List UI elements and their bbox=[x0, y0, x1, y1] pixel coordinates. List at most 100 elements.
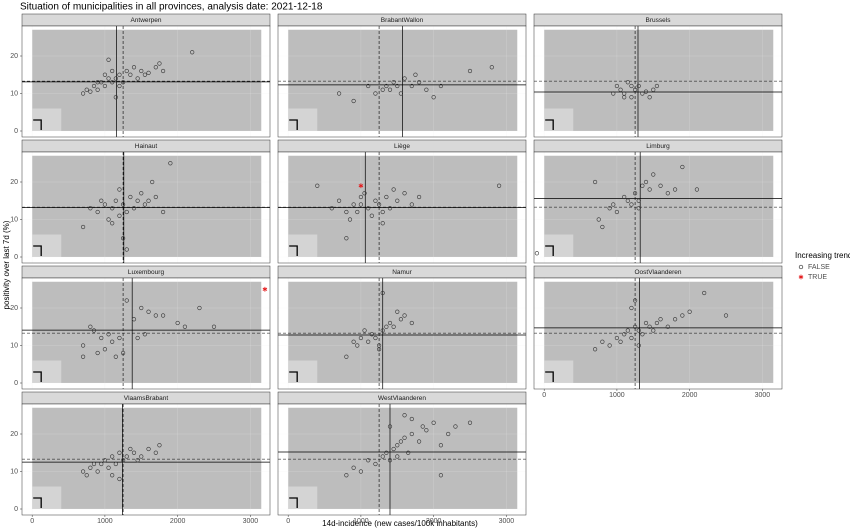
point bbox=[102, 202, 108, 207]
point bbox=[622, 95, 627, 100]
point bbox=[607, 343, 612, 348]
point bbox=[640, 332, 645, 337]
point bbox=[358, 469, 364, 474]
point bbox=[329, 206, 334, 211]
point bbox=[640, 183, 645, 188]
chart-title: Situation of municipalities in all provi… bbox=[20, 2, 323, 13]
panel: VlaamsBrabant 0 10 20 0 1000 2000 3000 bbox=[10, 391, 271, 525]
point bbox=[380, 87, 385, 92]
point bbox=[420, 424, 425, 429]
shaded-region bbox=[544, 234, 574, 257]
origin-marker bbox=[545, 119, 554, 130]
point bbox=[160, 209, 166, 215]
shaded-region bbox=[544, 281, 774, 383]
point bbox=[632, 191, 638, 196]
panel-border bbox=[533, 277, 783, 390]
point bbox=[362, 191, 367, 196]
panel-border bbox=[21, 277, 271, 390]
point bbox=[211, 324, 217, 329]
point bbox=[355, 343, 360, 348]
point bbox=[80, 91, 86, 96]
point bbox=[344, 354, 349, 359]
panel-border bbox=[533, 25, 783, 138]
x-tick-label: 0 bbox=[286, 518, 290, 525]
point bbox=[438, 443, 444, 448]
point bbox=[640, 91, 645, 96]
point bbox=[124, 454, 129, 459]
point bbox=[197, 305, 202, 311]
point bbox=[592, 179, 598, 185]
panel: Namur bbox=[277, 265, 527, 390]
point bbox=[84, 473, 89, 478]
point bbox=[160, 313, 166, 318]
point bbox=[262, 286, 268, 292]
point bbox=[157, 61, 162, 66]
point bbox=[336, 91, 342, 96]
point bbox=[106, 57, 111, 62]
point bbox=[636, 198, 641, 203]
point bbox=[391, 80, 396, 85]
point bbox=[80, 354, 86, 359]
point bbox=[106, 217, 111, 222]
shaded-region bbox=[32, 486, 62, 509]
point bbox=[431, 420, 436, 425]
point bbox=[625, 198, 630, 203]
point bbox=[88, 89, 93, 94]
shaded-region bbox=[288, 281, 518, 383]
point bbox=[351, 339, 356, 344]
point bbox=[99, 335, 104, 341]
point bbox=[534, 251, 540, 256]
point bbox=[651, 87, 656, 92]
point bbox=[347, 217, 353, 222]
point bbox=[110, 454, 115, 459]
point bbox=[376, 202, 382, 207]
point bbox=[409, 320, 414, 326]
point bbox=[80, 224, 86, 230]
point bbox=[139, 68, 144, 74]
point bbox=[366, 458, 371, 463]
point bbox=[702, 290, 707, 296]
origin-marker bbox=[545, 245, 554, 256]
origin-marker bbox=[289, 371, 298, 382]
strip-label: Liège bbox=[394, 143, 410, 150]
point bbox=[110, 339, 115, 344]
panel-border bbox=[21, 25, 271, 138]
point bbox=[658, 183, 663, 188]
point bbox=[344, 473, 349, 478]
point bbox=[398, 439, 404, 444]
point bbox=[135, 198, 140, 203]
point bbox=[629, 95, 634, 100]
shaded-region bbox=[32, 281, 262, 383]
point bbox=[128, 72, 133, 77]
x-tick-label: 0 bbox=[542, 392, 546, 399]
point bbox=[600, 339, 605, 344]
x-tick-label: 1000 bbox=[97, 518, 113, 525]
x-tick-label: 2000 bbox=[426, 518, 442, 525]
shaded-region bbox=[544, 108, 574, 131]
panel: WestVlaanderen 0 1000 2000 3000 bbox=[277, 391, 527, 525]
point bbox=[398, 91, 404, 96]
point bbox=[632, 298, 638, 303]
shaded-region bbox=[544, 360, 574, 383]
y-tick-label: 20 bbox=[10, 431, 18, 438]
point bbox=[102, 83, 108, 89]
point bbox=[611, 91, 616, 96]
shaded-region bbox=[288, 108, 318, 131]
point bbox=[153, 194, 158, 200]
point bbox=[651, 172, 656, 177]
point bbox=[135, 458, 140, 463]
point bbox=[409, 416, 414, 422]
point bbox=[402, 413, 407, 418]
point bbox=[636, 83, 641, 89]
point bbox=[431, 95, 436, 100]
point bbox=[128, 446, 133, 452]
x-tick-label: 3000 bbox=[755, 392, 771, 399]
point bbox=[614, 209, 620, 215]
point bbox=[110, 68, 115, 74]
y-tick-label: 0 bbox=[14, 254, 18, 261]
shaded-region bbox=[32, 155, 262, 257]
x-tick-label: 2000 bbox=[170, 518, 186, 525]
point bbox=[413, 72, 418, 77]
panel-border bbox=[277, 277, 527, 390]
point bbox=[366, 206, 371, 211]
